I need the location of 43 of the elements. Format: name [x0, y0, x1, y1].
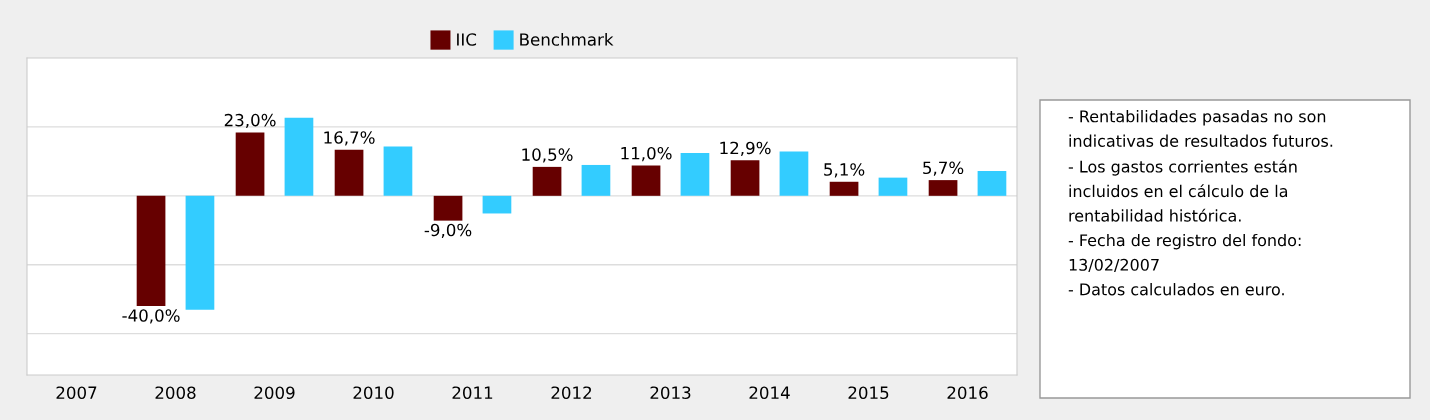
bar	[185, 195, 215, 310]
bar	[829, 181, 859, 196]
bar	[383, 146, 413, 196]
x-tick-label: 2014	[749, 386, 790, 400]
bar	[334, 149, 364, 196]
data-label: 5,7%	[923, 161, 964, 176]
data-label: 11,0%	[621, 146, 672, 162]
bar	[680, 153, 710, 196]
bar	[532, 166, 562, 196]
bar	[581, 164, 611, 196]
x-tick-label: 2012	[551, 386, 592, 400]
bar	[482, 195, 512, 214]
bar	[433, 195, 463, 221]
bar	[977, 171, 1007, 196]
bar	[631, 165, 661, 196]
x-tick-label: 2011	[452, 386, 493, 400]
legend-label: Benchmark	[520, 32, 614, 46]
x-tick-label: 2008	[155, 386, 196, 400]
data-label: -40,0%	[122, 309, 180, 324]
bar	[730, 160, 760, 196]
text: - Los gastos corrientes están incluidos en el cálculo de la rentabilidad histórica.	[1068, 159, 1297, 222]
data-label: 5,1%	[824, 163, 865, 178]
data-label: 16,7%	[324, 131, 375, 146]
legend-label: IIC	[457, 33, 477, 46]
x-tick-label: 2007	[56, 386, 97, 400]
x-tick-label: 2015	[848, 386, 889, 400]
x-tick-label: 2013	[650, 386, 691, 400]
text: - Fecha de registro del fondo: 13/02/2007	[1068, 233, 1301, 273]
bar	[235, 132, 265, 196]
bar	[136, 195, 166, 307]
bar	[779, 151, 809, 196]
bar	[284, 117, 314, 196]
data-label: 12,9%	[720, 141, 771, 156]
bar	[878, 177, 908, 196]
bar	[928, 180, 958, 196]
data-label: 23,0%	[224, 113, 276, 129]
x-tick-label: 2010	[353, 386, 394, 400]
text: - Datos calculados en euro.	[1068, 283, 1284, 296]
data-label: -9,0%	[424, 223, 472, 239]
text: - Rentabilidades pasadas no son indicativas de resultados futuros.	[1068, 110, 1333, 147]
x-tick-label: 2009	[254, 386, 295, 400]
x-tick-label: 2016	[947, 386, 988, 400]
data-label: 10,5%	[522, 148, 573, 163]
